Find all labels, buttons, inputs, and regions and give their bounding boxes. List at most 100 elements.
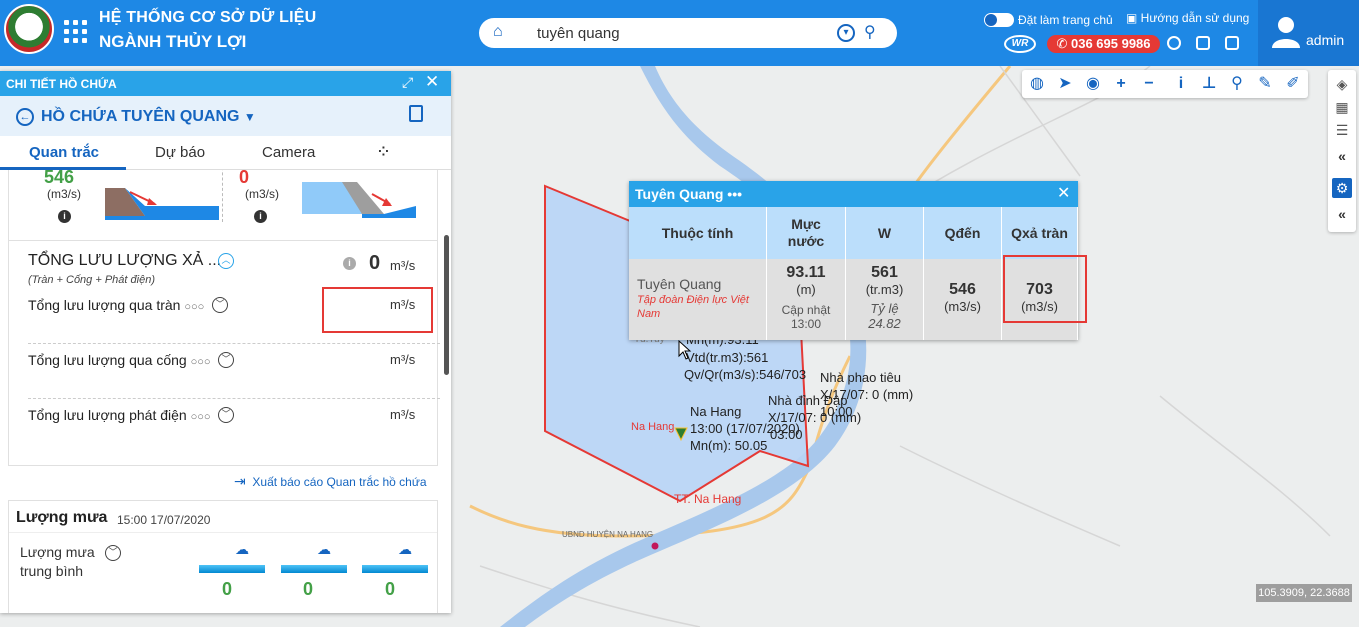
phone-icon: ✆ bbox=[1056, 36, 1071, 51]
chevron-down-icon[interactable]: ▾ bbox=[837, 24, 855, 42]
export-report-link[interactable]: ⇥ Xuất báo cáo Quan trắc hồ chứa bbox=[234, 473, 427, 490]
water-level-unit: (m) bbox=[796, 282, 816, 297]
pen-icon[interactable]: ✐ bbox=[1286, 75, 1300, 92]
panel-body: 546 (m3/s) i 0 (m3/s) i TỔNG LƯU LƯỢNG X… bbox=[0, 170, 451, 613]
active-tab-indicator bbox=[0, 167, 126, 170]
water-level-value: 93.11 bbox=[786, 264, 826, 281]
highlight-box bbox=[322, 287, 433, 333]
rain-value-3: 0 bbox=[385, 579, 396, 599]
book-icon: ▣ bbox=[1126, 11, 1141, 25]
user-settings-icon[interactable]: ⚙ bbox=[1332, 178, 1352, 198]
total-discharge-unit: m³/s bbox=[390, 258, 416, 273]
skype-icon[interactable] bbox=[1167, 36, 1181, 50]
apps-grid-icon[interactable] bbox=[64, 20, 88, 44]
chart-icon[interactable] bbox=[1196, 36, 1210, 50]
broadcast-icon[interactable]: ◉ bbox=[1086, 75, 1100, 92]
col-header-q-in: Qđến bbox=[924, 207, 1002, 259]
tab-quan-trac[interactable]: Quan trắc bbox=[29, 144, 100, 161]
rainfall-title: Lượng mưa bbox=[16, 509, 108, 526]
collapse-up-icon[interactable]: ︿ bbox=[218, 253, 234, 269]
inflow-unit: (m3/s) bbox=[47, 187, 81, 201]
zoom-in-icon[interactable]: + bbox=[1116, 75, 1126, 92]
measure-icon[interactable]: ⊥ bbox=[1201, 75, 1217, 92]
panel-scrollbar[interactable] bbox=[444, 235, 449, 375]
reservoir-name-cell: Tuyên Quang bbox=[637, 276, 722, 292]
panel-header: CHI TIẾT HỒ CHỨA ⤢ ✕ bbox=[0, 71, 451, 96]
spillway-flow-unit: m³/s bbox=[390, 297, 416, 312]
mouse-cursor-icon bbox=[678, 340, 692, 360]
set-home-label: Đặt làm trang chủ bbox=[1018, 13, 1113, 27]
set-home-toggle[interactable] bbox=[984, 13, 1014, 27]
total-discharge-value: 0 bbox=[369, 252, 381, 274]
zoom-out-icon[interactable]: − bbox=[1144, 75, 1154, 92]
na-hang-mn: Mn(m): 50.05 bbox=[690, 438, 768, 453]
more-tabs-icon[interactable]: ⁘ bbox=[378, 144, 389, 159]
user-guide-link[interactable]: ▣ Hướng dẫn sử dụng bbox=[1126, 11, 1249, 25]
q-in-value: 546 bbox=[949, 281, 976, 298]
globe-icon[interactable]: ◍ bbox=[1030, 75, 1044, 92]
back-icon[interactable]: ← bbox=[16, 108, 34, 126]
expand-spillway-icon[interactable]: ﹀ bbox=[212, 297, 228, 313]
tab-du-bao[interactable]: Dự báo bbox=[155, 144, 206, 161]
flow-summary-card: 546 (m3/s) i 0 (m3/s) i bbox=[8, 170, 438, 242]
panel-title: CHI TIẾT HỒ CHỨA bbox=[6, 77, 117, 91]
total-discharge-title: TỔNG LƯU LƯỢNG XẢ ... bbox=[28, 252, 222, 269]
table-icon[interactable]: ▦ bbox=[1335, 99, 1349, 115]
app-title-line2: NGÀNH THỦY LỢI bbox=[99, 32, 247, 51]
power-flow-unit: m³/s bbox=[390, 407, 416, 422]
station-phao-tieu-data: X/17/07: 0 (mm) bbox=[820, 387, 914, 402]
search-input[interactable] bbox=[537, 22, 807, 44]
report-file-icon[interactable] bbox=[409, 105, 423, 122]
caret-down-icon: ▼ bbox=[243, 110, 256, 124]
culvert-flow-text: Tổng lưu lượng qua cống bbox=[28, 352, 187, 368]
list-icon[interactable]: ☰ bbox=[1335, 122, 1349, 138]
highlight-box bbox=[1003, 255, 1087, 323]
user-guide-label: Hướng dẫn sử dụng bbox=[1140, 11, 1250, 25]
separator bbox=[28, 398, 440, 399]
collapse-left-icon[interactable]: « bbox=[1338, 148, 1346, 164]
spillway-outflow-illustration bbox=[302, 182, 416, 218]
locate-icon[interactable]: ➤ bbox=[1058, 75, 1072, 92]
reservoir-selector[interactable]: HỒ CHỨA TUYÊN QUANG ▼ bbox=[41, 108, 256, 126]
rain-cloud-icon: ☁ bbox=[281, 539, 347, 575]
layers-icon[interactable]: ◈ bbox=[1336, 76, 1348, 92]
q-spill-unit: (m3/s) bbox=[1021, 299, 1058, 314]
close-icon[interactable]: ✕ bbox=[425, 72, 440, 91]
na-hang-title[interactable]: Na Hang bbox=[690, 404, 742, 419]
info-icon[interactable]: i bbox=[1178, 75, 1184, 92]
update-time: 13:00 bbox=[790, 317, 822, 331]
username: admin bbox=[1306, 32, 1345, 48]
expand-culvert-icon[interactable]: ﹀ bbox=[218, 352, 234, 368]
hotline-badge[interactable]: ✆ 036 695 9986 bbox=[1047, 35, 1160, 53]
draw-icon[interactable]: ✎ bbox=[1258, 75, 1272, 92]
expand-icon[interactable]: ⤢ bbox=[402, 74, 414, 90]
home-icon[interactable]: ⌂ bbox=[493, 23, 503, 40]
cell-q-spill: 703 (m3/s) bbox=[1002, 259, 1078, 340]
info-icon[interactable]: i bbox=[58, 210, 71, 223]
close-icon[interactable]: ✕ bbox=[1057, 185, 1071, 202]
expand-power-icon[interactable]: ﹀ bbox=[218, 407, 234, 423]
info-icon[interactable]: i bbox=[254, 210, 267, 223]
user-menu[interactable]: admin bbox=[1258, 0, 1359, 66]
reservoir-popup: Tuyên Quang ••• ✕ Thuộc tính Mực nước W … bbox=[629, 181, 1078, 340]
station-phao-tieu[interactable]: Nhà phao tiêu bbox=[820, 370, 901, 385]
mail-icon[interactable] bbox=[1225, 36, 1239, 50]
power-flow-text: Tổng lưu lượng phát điện bbox=[28, 407, 187, 423]
rain-cloud-icon: ☁ bbox=[362, 539, 428, 575]
user-avatar-icon bbox=[1272, 17, 1300, 48]
right-tool-bar: ◈ ▦ ☰ « ⚙ « bbox=[1328, 70, 1356, 232]
outflow-unit: (m3/s) bbox=[245, 187, 279, 201]
ministry-logo bbox=[4, 4, 54, 54]
update-label: Cập nhật bbox=[781, 303, 831, 317]
collapse-left-icon-2[interactable]: « bbox=[1338, 206, 1346, 222]
info-icon[interactable]: i bbox=[343, 257, 356, 270]
col-header-water-level: Mực nước bbox=[767, 207, 846, 259]
station-dinh-dap[interactable]: Nhà đỉnh Đập bbox=[768, 393, 848, 408]
expand-rain-icon[interactable]: ﹀ bbox=[105, 545, 121, 561]
inflow-value: 546 bbox=[44, 170, 75, 187]
q-in-unit: (m3/s) bbox=[944, 299, 981, 314]
search-icon[interactable]: ⚲ bbox=[864, 24, 876, 41]
tab-camera[interactable]: Camera bbox=[262, 144, 316, 161]
rainfall-header bbox=[9, 501, 437, 533]
route-icon[interactable]: ⚲ bbox=[1231, 75, 1243, 92]
